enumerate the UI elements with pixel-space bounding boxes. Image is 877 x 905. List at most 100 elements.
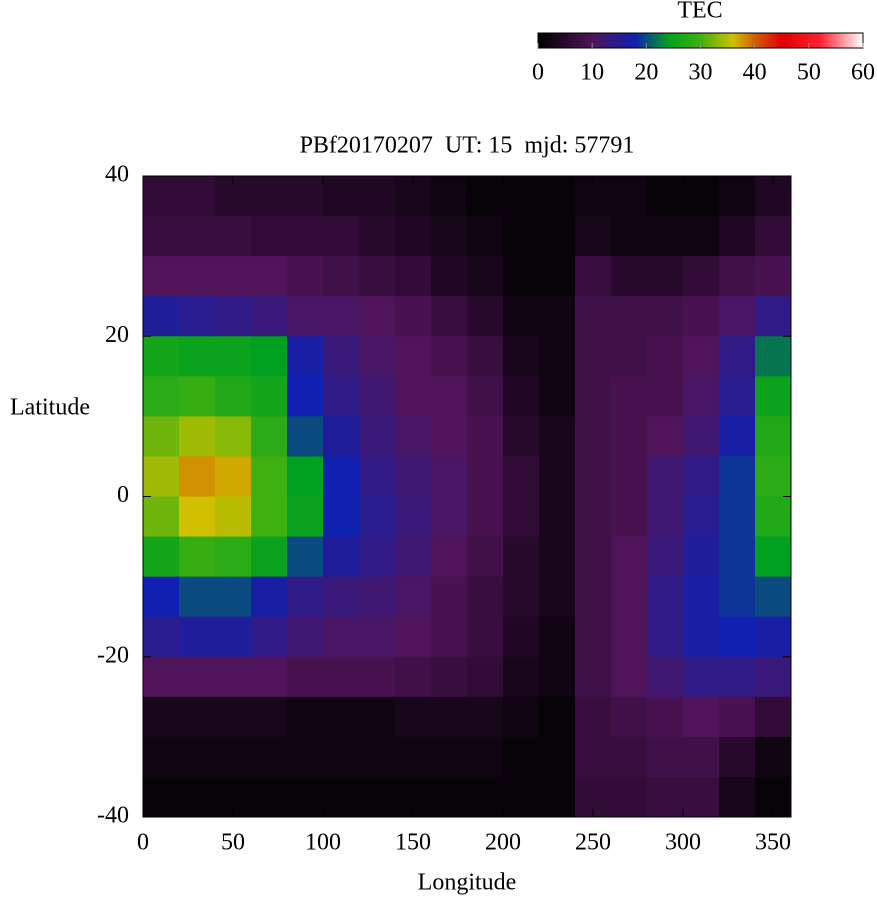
heat-cell <box>143 536 180 578</box>
heat-cell <box>611 176 648 217</box>
heat-cell <box>611 456 648 497</box>
heat-cell <box>323 336 360 377</box>
heat-cell <box>359 216 396 257</box>
colorbar-tick-label: 50 <box>797 60 821 86</box>
heat-cell <box>215 696 252 738</box>
x-axis-label: Longitude <box>418 870 517 896</box>
heat-cell <box>467 216 504 257</box>
heat-cell <box>683 536 720 578</box>
heat-cell <box>323 296 360 337</box>
heat-cell <box>251 216 288 257</box>
heat-cell <box>395 576 432 618</box>
heat-cell <box>719 536 756 578</box>
heat-cell <box>323 456 360 497</box>
heat-cell <box>539 336 576 377</box>
heat-cell <box>251 736 288 778</box>
heat-cell <box>179 736 216 778</box>
heat-cell <box>215 496 252 538</box>
heat-cell <box>575 656 612 698</box>
colorbar-tick-label: 0 <box>532 60 544 86</box>
heat-cell <box>143 176 180 217</box>
heat-cell <box>611 616 648 658</box>
heat-cell <box>647 696 684 738</box>
heat-cell <box>215 256 252 297</box>
heat-cell <box>395 456 432 497</box>
heat-cell <box>287 176 324 217</box>
heat-cell <box>719 496 756 538</box>
heat-cell <box>719 336 756 377</box>
heat-cell <box>539 456 576 497</box>
heat-cell <box>503 376 540 417</box>
heat-cell <box>395 496 432 538</box>
heat-cell <box>755 256 792 297</box>
heat-cell <box>683 696 720 738</box>
heat-cell <box>251 296 288 337</box>
heat-cell <box>647 216 684 257</box>
heat-cell <box>467 536 504 578</box>
heat-cell <box>179 336 216 377</box>
heat-cell <box>503 736 540 778</box>
heat-cell <box>431 736 468 778</box>
heat-cell <box>755 536 792 578</box>
heat-cell <box>251 536 288 578</box>
heat-cell <box>323 376 360 417</box>
heat-cell <box>251 376 288 417</box>
heat-cell <box>431 416 468 457</box>
heat-cell <box>467 656 504 698</box>
heat-cell <box>215 416 252 457</box>
heat-cell <box>179 176 216 217</box>
heat-cell <box>179 216 216 257</box>
heat-cell <box>359 736 396 778</box>
heat-cell <box>179 456 216 497</box>
heat-cell <box>755 696 792 738</box>
x-tick-label: 300 <box>665 830 701 856</box>
heat-cell <box>755 656 792 698</box>
heat-cell <box>215 336 252 377</box>
heat-cell <box>359 376 396 417</box>
heat-cell <box>359 696 396 738</box>
heat-cell <box>143 456 180 497</box>
heat-cell <box>395 736 432 778</box>
heat-cell <box>287 776 324 818</box>
heat-cell <box>287 336 324 377</box>
heat-cell <box>287 216 324 257</box>
heat-cell <box>359 616 396 658</box>
heat-cell <box>215 536 252 578</box>
heat-cell <box>611 736 648 778</box>
heat-cell <box>575 296 612 337</box>
heat-cell <box>251 576 288 618</box>
heat-cell <box>575 416 612 457</box>
x-tick-label: 100 <box>305 830 341 856</box>
heat-cell <box>143 736 180 778</box>
heat-cell <box>683 336 720 377</box>
heat-cell <box>539 656 576 698</box>
heat-cell <box>323 776 360 818</box>
heat-cell <box>719 456 756 497</box>
heat-cell <box>575 616 612 658</box>
heat-cell <box>575 496 612 538</box>
heat-cell <box>323 656 360 698</box>
heat-cell <box>287 416 324 457</box>
heat-cell <box>431 216 468 257</box>
y-axis-label: Latitude <box>10 395 90 421</box>
heat-cell <box>503 536 540 578</box>
heat-cell <box>143 416 180 457</box>
heat-cell <box>287 256 324 297</box>
x-tick-label: 200 <box>485 830 521 856</box>
y-tick-label: 0 <box>117 482 129 508</box>
heat-cell <box>755 616 792 658</box>
heat-cell <box>359 256 396 297</box>
heat-cell <box>611 296 648 337</box>
heat-cell <box>647 336 684 377</box>
heat-cell <box>719 176 756 217</box>
heat-cell <box>287 656 324 698</box>
heat-cell <box>143 256 180 297</box>
heat-cell <box>575 336 612 377</box>
heat-cell <box>395 336 432 377</box>
heat-cell <box>611 256 648 297</box>
heat-cell <box>323 576 360 618</box>
heat-cell <box>359 576 396 618</box>
heat-cell <box>251 416 288 457</box>
colorbar-tick-label: 10 <box>580 60 604 86</box>
